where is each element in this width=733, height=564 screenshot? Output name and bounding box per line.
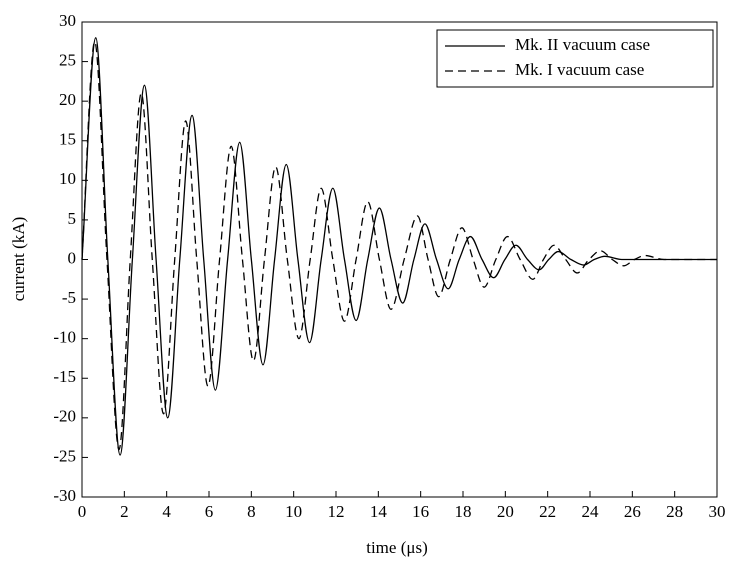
x-tick-label: 4 — [162, 502, 171, 521]
x-tick-label: 2 — [120, 502, 129, 521]
y-tick-label: 0 — [68, 248, 77, 267]
x-tick-label: 0 — [78, 502, 87, 521]
x-tick-label: 14 — [370, 502, 388, 521]
series-line — [81, 37, 717, 456]
y-tick-label: 20 — [59, 90, 76, 109]
y-tick-label: 10 — [59, 169, 76, 188]
y-tick-label: -30 — [53, 486, 76, 505]
x-tick-label: 16 — [412, 502, 429, 521]
legend-label: Mk. II vacuum case — [515, 35, 650, 54]
series-line — [81, 41, 717, 451]
y-tick-label: 5 — [68, 209, 77, 228]
y-tick-label: 15 — [59, 130, 76, 149]
y-tick-label: 25 — [59, 50, 76, 69]
y-tick-label: -20 — [53, 407, 76, 426]
x-tick-label: 28 — [666, 502, 683, 521]
x-tick-label: 30 — [709, 502, 726, 521]
x-tick-label: 10 — [285, 502, 302, 521]
x-tick-label: 8 — [247, 502, 256, 521]
y-tick-label: 30 — [59, 11, 76, 30]
x-axis-label: time (μs) — [366, 538, 428, 557]
y-axis-label: current (kA) — [9, 217, 28, 302]
x-tick-label: 12 — [328, 502, 345, 521]
legend-box — [436, 29, 714, 88]
x-tick-label: 20 — [497, 502, 514, 521]
x-tick-label: 6 — [205, 502, 214, 521]
x-tick-label: 18 — [455, 502, 472, 521]
x-tick-label: 24 — [582, 502, 600, 521]
y-tick-label: -5 — [62, 288, 76, 307]
y-tick-label: -25 — [53, 446, 76, 465]
x-tick-label: 26 — [624, 502, 641, 521]
legend-label: Mk. I vacuum case — [515, 60, 644, 79]
y-tick-label: -15 — [53, 367, 76, 386]
y-tick-label: -10 — [53, 328, 76, 347]
x-tick-label: 22 — [539, 502, 556, 521]
